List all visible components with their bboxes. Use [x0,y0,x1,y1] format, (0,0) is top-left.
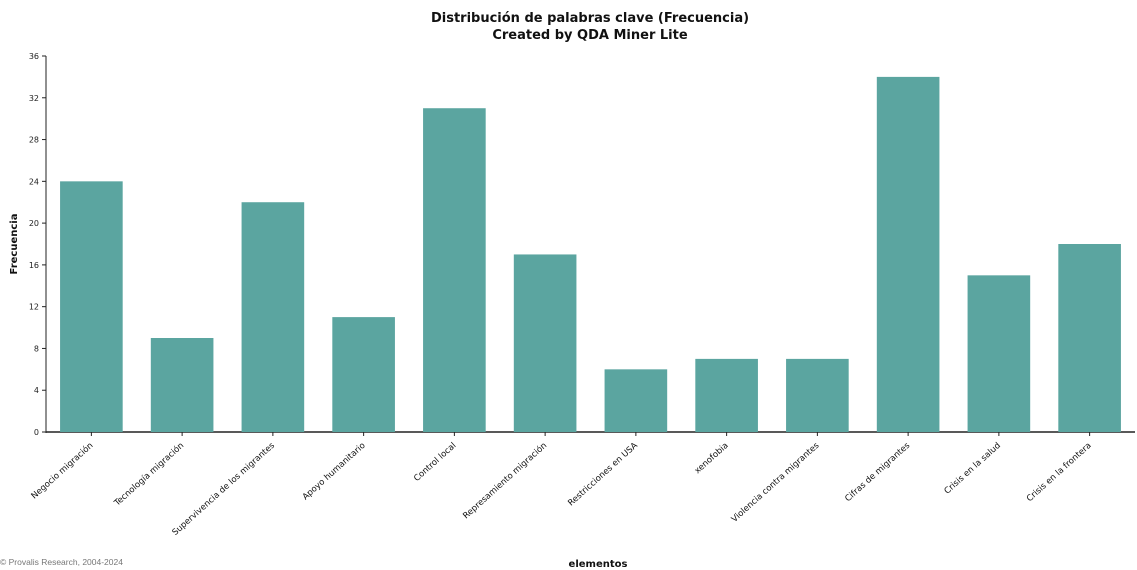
bar [695,358,758,432]
x-tick-label: Negocio migración [29,440,95,501]
y-tick-label: 16 [29,261,39,270]
x-tick-label: Restricciones en USA [566,441,640,509]
bar [332,317,395,432]
bar [241,202,305,432]
chart-axes [45,56,1135,433]
x-tick-label: Crisis en la salud [943,441,1003,497]
chart-title: Distribución de palabras clave (Frecuenc… [430,11,750,26]
bar [60,181,123,432]
bar [604,369,668,432]
y-tick-label: 12 [29,303,39,312]
y-tick-label: 28 [29,136,39,145]
bar [786,358,849,432]
x-tick-label: Represamiento migración [461,440,550,521]
y-tick-label: 0 [34,428,39,437]
y-axis-title: Frecuencia [9,214,20,275]
bar [967,275,1031,432]
y-axis-ticks: 0 4 8 12 16 20 24 28 32 36 [29,52,46,437]
y-tick-label: 36 [29,52,39,61]
copyright-notice: © Provalis Research, 2004-2024 [0,557,123,567]
x-axis-labels: Negocio migración Tecnología migraciónSup… [29,432,1094,538]
y-tick-label: 24 [29,177,39,186]
x-tick-label: Supervivencia de los migrantes [171,440,278,537]
chart-bars [60,76,1121,432]
y-tick-label: 20 [29,219,39,228]
chart-subtitle: Created by QDA Miner Lite [492,28,688,43]
y-tick-label: 4 [34,386,39,395]
bar [876,76,940,432]
bar [150,338,214,432]
x-tick-label: Tecnología migración [111,440,186,509]
x-tick-label: Control local [412,441,458,484]
x-tick-label: Apoyo humanitario [301,441,368,503]
bar [423,108,486,432]
chart-title-block: Distribución de palabras clave (Frecuenc… [0,10,1137,44]
y-tick-label: 32 [29,94,39,103]
x-tick-label: Violencia contra migrantes [730,440,822,524]
x-tick-label: Crisis en la frontera [1025,441,1094,504]
bar [513,254,577,432]
x-tick-label: xenofobia [693,441,731,476]
bar [1058,244,1121,432]
x-axis-title: elementos [569,559,628,570]
y-tick-label: 8 [34,344,39,353]
x-tick-label: Cifras de migrantes [843,440,912,504]
